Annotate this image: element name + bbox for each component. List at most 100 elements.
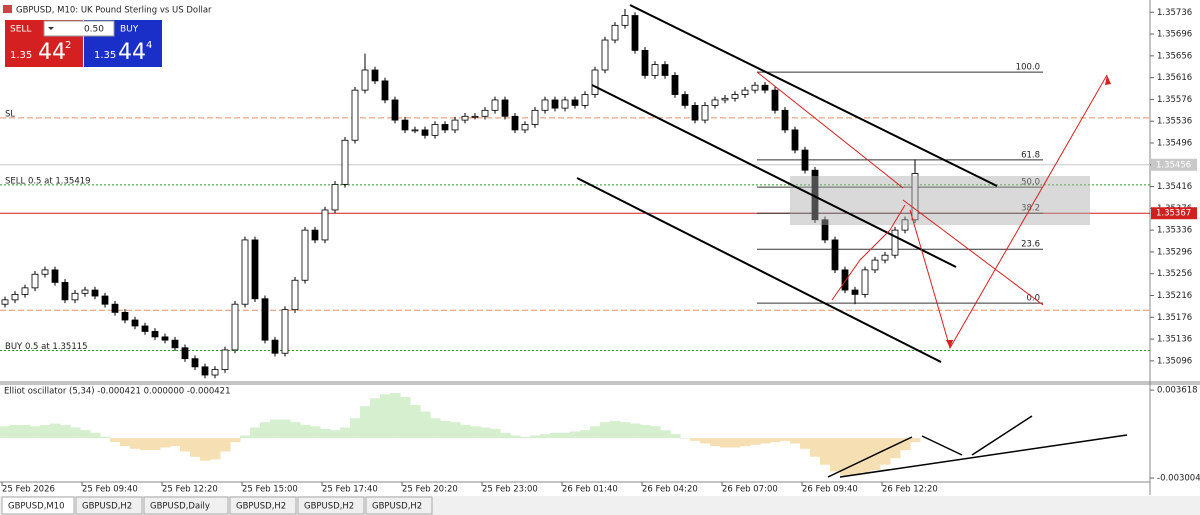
volume-down[interactable] (48, 27, 54, 30)
candle-body (401, 119, 409, 131)
y-tick-label: 1.35296 (1157, 247, 1192, 257)
osc-bar (550, 432, 561, 439)
candle-body (631, 15, 639, 51)
candle-body (801, 149, 809, 171)
price-tag-label: 1.35367 (1156, 209, 1191, 219)
candle-body (121, 311, 129, 321)
tab-label[interactable]: GBPUSD,H2 (236, 502, 286, 512)
y-tick-label: 1.35736 (1157, 8, 1192, 18)
tab[interactable] (1, 496, 75, 515)
candle-body (491, 99, 499, 111)
osc-bar (220, 438, 231, 452)
osc-bar (60, 424, 71, 439)
tab[interactable] (143, 496, 229, 515)
candle-body (541, 99, 549, 111)
candle-body (791, 129, 799, 151)
osc-bar (310, 426, 321, 439)
tab[interactable] (365, 496, 433, 515)
osc-bar (140, 438, 151, 451)
y-tick-label: 1.35696 (1157, 30, 1192, 40)
tab-label[interactable]: GBPUSD,H2 (82, 502, 132, 512)
candle-body (561, 99, 569, 109)
candle-body (31, 273, 39, 289)
sell-button[interactable]: SELL (10, 25, 31, 35)
bid-prefix: 1.35 (10, 50, 32, 61)
candle-body (901, 219, 909, 231)
candle-body (321, 209, 329, 241)
osc-bar (150, 438, 161, 451)
osc-bar (450, 422, 461, 439)
bid-small: 2 (65, 40, 71, 51)
osc-bar (430, 418, 441, 439)
price-tag (1151, 207, 1197, 220)
osc-bar (170, 438, 181, 447)
candle-body (311, 229, 319, 241)
candle-body (641, 49, 649, 76)
tab-label[interactable]: GBPUSD,H2 (372, 502, 422, 512)
osc-bar (370, 398, 381, 439)
osc-bar (190, 438, 201, 457)
volume-box[interactable] (43, 20, 115, 37)
candle-body (771, 89, 779, 111)
wave-line (831, 204, 906, 301)
osc-bar (720, 438, 731, 448)
volume[interactable]: 0.50 (84, 25, 104, 35)
candle-body (351, 89, 359, 141)
candle-body (651, 64, 659, 76)
candle-body (261, 298, 269, 341)
osc-bar (740, 438, 751, 447)
tab[interactable] (297, 496, 365, 515)
candle-body (191, 358, 199, 368)
tab[interactable] (229, 496, 297, 515)
candle-body (151, 331, 159, 338)
y-tick-label: 1.35616 (1157, 73, 1192, 83)
candle-body (591, 69, 599, 95)
y-tick-label: 1.35136 (1157, 335, 1192, 345)
buy-button[interactable]: BUY (120, 25, 139, 35)
osc-bar (470, 426, 481, 439)
osc-bar (0, 426, 11, 439)
candle-body (471, 115, 479, 118)
candle-body (341, 139, 349, 185)
osc-bar (690, 438, 701, 441)
channel-line (629, 4, 998, 187)
candle-body (731, 94, 739, 99)
osc-bar (440, 420, 451, 439)
fib-label: 100.0 (1016, 63, 1040, 73)
x-tick-label: 25 Feb 2026 (2, 485, 55, 495)
channel-line (576, 177, 942, 363)
projection-line (902, 199, 1044, 306)
osc-bar (200, 438, 211, 461)
candle-body (521, 124, 529, 131)
osc-bar (100, 436, 111, 439)
tab[interactable] (75, 496, 143, 515)
candle-body (111, 303, 119, 313)
tab-label[interactable]: GBPUSD,H2 (304, 502, 354, 512)
symbol-icon (3, 5, 12, 13)
osc-bar (710, 438, 721, 447)
candle-body (51, 269, 59, 283)
candle-body (741, 89, 749, 95)
candle-body (851, 289, 859, 295)
candle-body (501, 99, 509, 117)
tab-label[interactable]: GBPUSD,M10 (8, 502, 65, 512)
candle-body (81, 289, 89, 294)
candle-body (281, 309, 289, 354)
zone-rect (790, 176, 1090, 225)
candle-body (211, 369, 219, 376)
price-tag-label: 1.35456 (1156, 160, 1191, 170)
osc-bar (810, 438, 821, 457)
tab-label[interactable]: GBPUSD,Daily (150, 502, 210, 512)
candle-body (41, 269, 49, 275)
osc-bar (650, 426, 661, 439)
osc-bar (80, 430, 91, 439)
y-tick-label: 1.35176 (1157, 313, 1192, 323)
osc-bar (180, 438, 191, 452)
x-tick-label: 26 Feb 09:40 (802, 485, 858, 495)
osc-bar (70, 427, 81, 439)
osc-bar (590, 426, 601, 439)
candle-body (821, 219, 829, 241)
osc-bar (20, 424, 31, 439)
candle-body (161, 336, 169, 341)
